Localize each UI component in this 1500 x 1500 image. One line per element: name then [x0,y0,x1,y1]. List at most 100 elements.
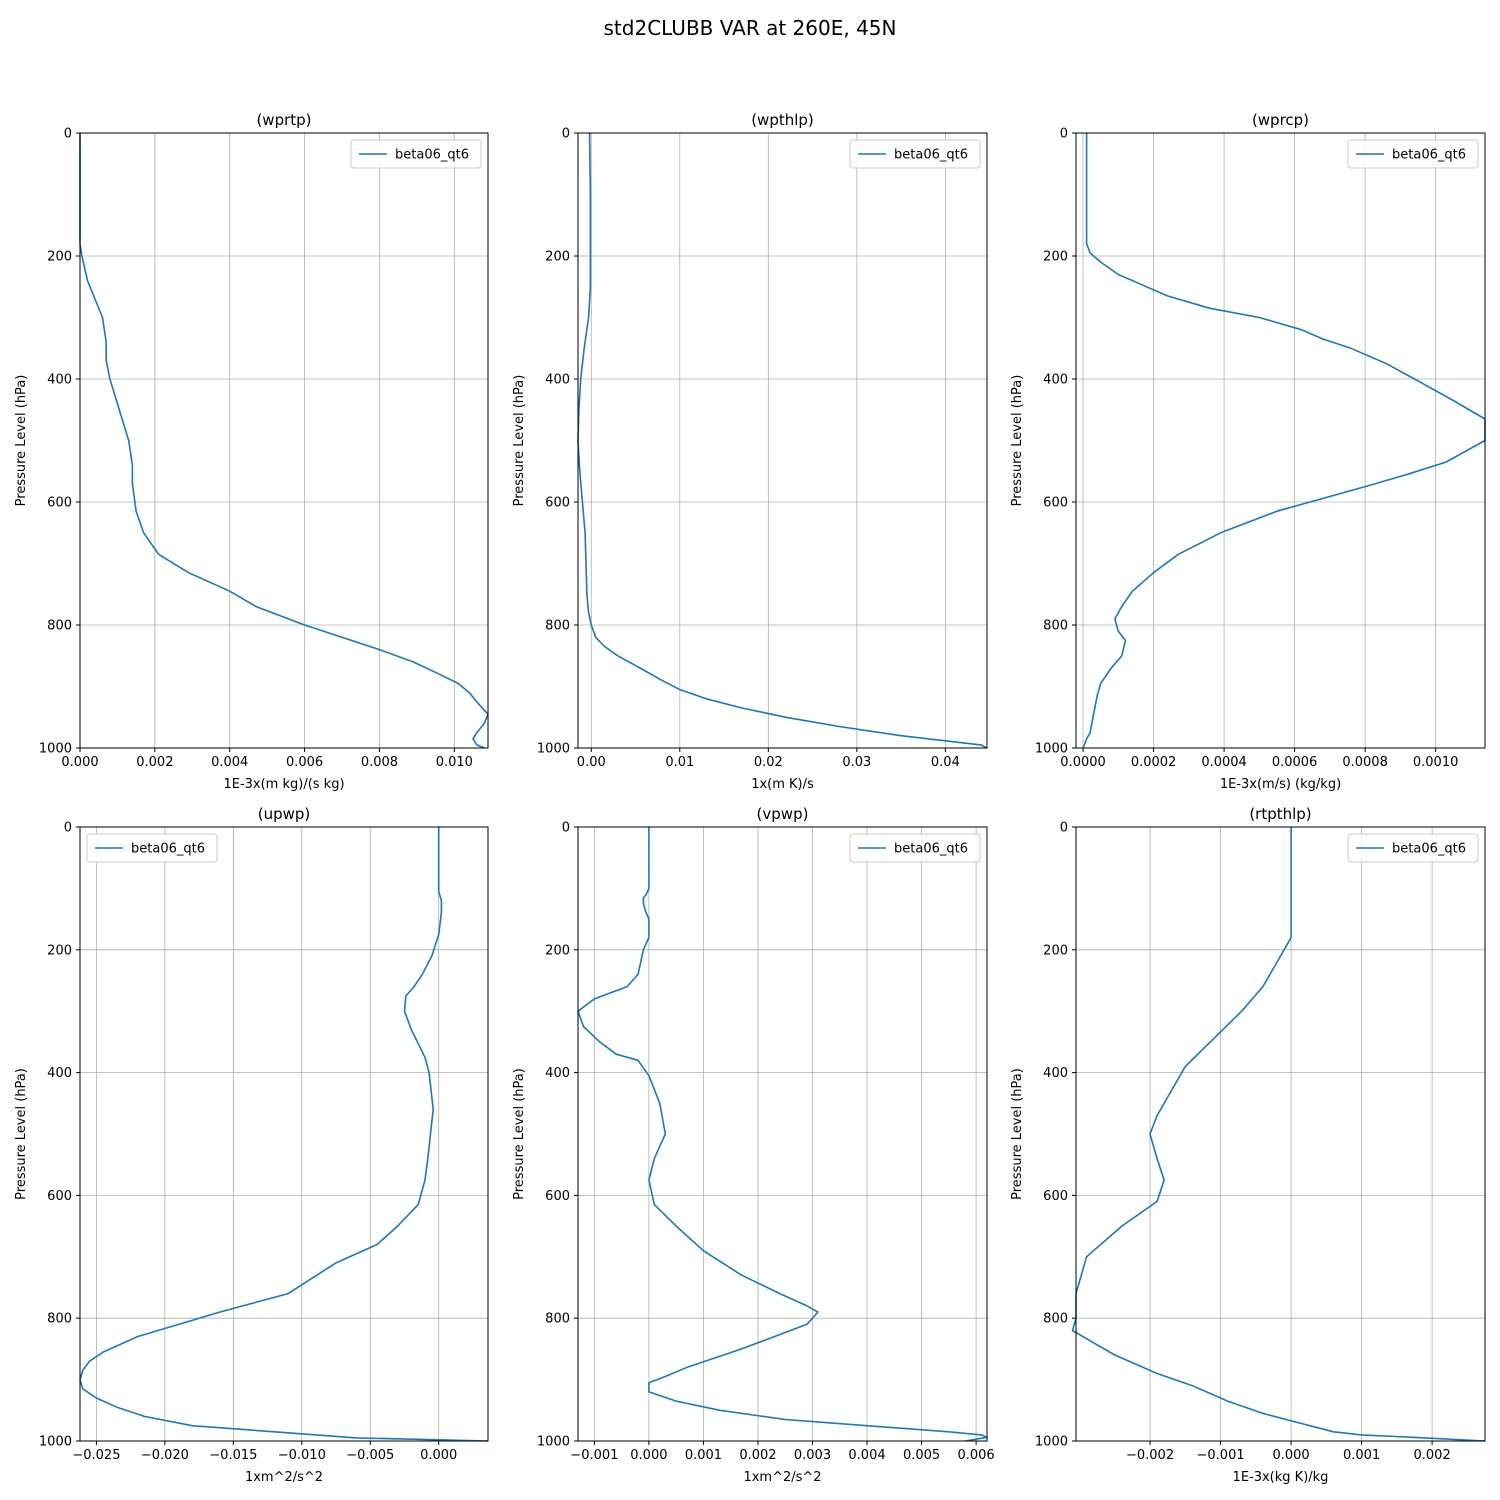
series-line-1 [1082,133,1486,749]
legend-box [350,139,482,169]
y-tick-label: 400 [545,373,570,388]
y-tick-label: 800 [1043,619,1068,634]
y-tick-label: 400 [47,1066,72,1081]
y-tick-label: 200 [1043,250,1068,265]
subplot-title: (wprtp) [256,111,311,129]
y-axis-label: Pressure Level (hPa) [512,1068,527,1200]
x-tick-label: 0.000 [61,755,98,770]
y-tick-label: 0 [1060,127,1068,142]
y-tick-label: 800 [47,619,72,634]
x-tick-label: 0.02 [754,755,783,770]
y-tick-label: 600 [47,496,72,511]
axes-frame [1075,132,1486,749]
axes-frame [79,132,489,749]
x-tick-label: −0.002 [1126,1448,1174,1463]
x-tick-label: 0.0002 [1131,755,1177,770]
subplot-4: −0.025 −0.020 −0.015 −0.010 −0.005 0.000 0 200 4… [14,805,489,1485]
y-tick-label: 200 [47,943,72,958]
legend-label: beta06_qt6 [1392,842,1466,857]
x-tick-label: 0.005 [903,1448,940,1463]
y-axis-label: Pressure Level (hPa) [14,1068,29,1200]
y-tick-label: 800 [545,1312,570,1327]
y-tick-label: 0 [562,821,570,836]
y-tick-label: 600 [545,496,570,511]
subplot-1: 0.000 0.002 0.004 0.006 0.008 0.010 0 200 400 600… [14,111,489,792]
series-line-1 [577,132,988,749]
x-tick-label: 0.000 [420,1448,457,1463]
y-tick-label: 400 [47,373,72,388]
x-tick-label: 0.00 [577,755,606,770]
x-tick-label: 0.0006 [1272,755,1318,770]
y-tick-label: 600 [545,1189,570,1204]
legend: beta06_qt6 [1347,833,1479,863]
legend: beta06_qt6 [86,833,218,863]
legend-box [849,833,981,863]
legend: beta06_qt6 [849,833,981,863]
x-axis-label: 1E-3x(m kg)/(s kg) [223,777,344,792]
legend-label: beta06_qt6 [894,842,968,857]
y-tick-label: 200 [545,943,570,958]
legend-label: beta06_qt6 [395,148,469,163]
subplot-6: −0.002 −0.001 0.000 0.001 0.002 0 200 400 600 800… [1010,805,1486,1485]
y-tick-label: 1000 [1035,742,1068,757]
x-tick-label: 0.0010 [1413,755,1459,770]
axes-frame [79,826,489,1442]
y-tick-label: 200 [1043,943,1068,958]
legend-label: beta06_qt6 [1392,148,1466,163]
y-tick-label: 1000 [1035,1435,1068,1450]
series-line-1 [577,827,988,1442]
series-line-1 [79,133,489,749]
x-axis-label: 1E-3x(m/s) (kg/kg) [1220,777,1341,792]
x-axis-label: 1x(m K)/s [751,777,814,792]
x-tick-label: 0.0004 [1201,755,1247,770]
figure-title: std2CLUBB VAR at 260E, 45N [603,16,897,40]
y-tick-label: 400 [1043,373,1068,388]
y-axis-label: Pressure Level (hPa) [1010,1068,1025,1200]
x-tick-label: 0.001 [1343,1448,1380,1463]
x-tick-label: 0.04 [931,755,960,770]
y-tick-label: 0 [1060,821,1068,836]
x-tick-label: 0.004 [848,1448,885,1463]
axes-frame [577,826,988,1442]
y-tick-label: 0 [562,127,570,142]
series-line-1 [79,827,489,1442]
legend-box [1347,139,1479,169]
subplot-3: 0.0000 0.0002 0.0004 0.0006 0.0008 0.0010 0 200… [1010,111,1486,792]
y-tick-label: 800 [47,1312,72,1327]
y-tick-label: 200 [545,250,570,265]
x-tick-label: 0.003 [794,1448,831,1463]
x-tick-label: 0.001 [685,1448,722,1463]
x-tick-label: −0.010 [278,1448,326,1463]
axes-frame [577,132,988,749]
x-tick-label: 0.000 [1272,1448,1309,1463]
x-tick-label: −0.020 [141,1448,189,1463]
legend: beta06_qt6 [1347,139,1479,169]
legend-box [86,833,218,863]
x-tick-label: −0.001 [570,1448,618,1463]
x-tick-label: −0.015 [209,1448,257,1463]
subplot-title: (rtpthlp) [1249,805,1311,823]
y-tick-label: 800 [1043,1312,1068,1327]
y-axis-label: Pressure Level (hPa) [14,375,29,507]
y-tick-label: 400 [1043,1066,1068,1081]
x-tick-label: 0.0008 [1342,755,1388,770]
axes-frame [1075,826,1486,1442]
y-axis-label: Pressure Level (hPa) [512,375,527,507]
x-tick-label: 0.03 [842,755,871,770]
x-tick-label: −0.001 [1197,1448,1245,1463]
legend-label: beta06_qt6 [894,148,968,163]
y-tick-label: 400 [545,1066,570,1081]
x-tick-label: 0.002 [136,755,173,770]
subplot-2: 0.00 0.01 0.02 0.03 0.04 0 200 400 600 800 1000 (wp… [512,111,988,792]
x-tick-label: −0.005 [346,1448,394,1463]
x-tick-label: −0.025 [72,1448,120,1463]
y-tick-label: 600 [1043,1189,1068,1204]
legend-box [849,139,981,169]
x-tick-label: 0.004 [211,755,248,770]
subplot-title: (wpthlp) [751,111,814,129]
subplot-5: −0.001 0.000 0.001 0.002 0.003 0.004 0.005 0.00… [512,805,995,1485]
x-tick-label: 0.008 [361,755,398,770]
legend-label: beta06_qt6 [131,842,205,857]
y-tick-label: 1000 [537,1435,570,1450]
